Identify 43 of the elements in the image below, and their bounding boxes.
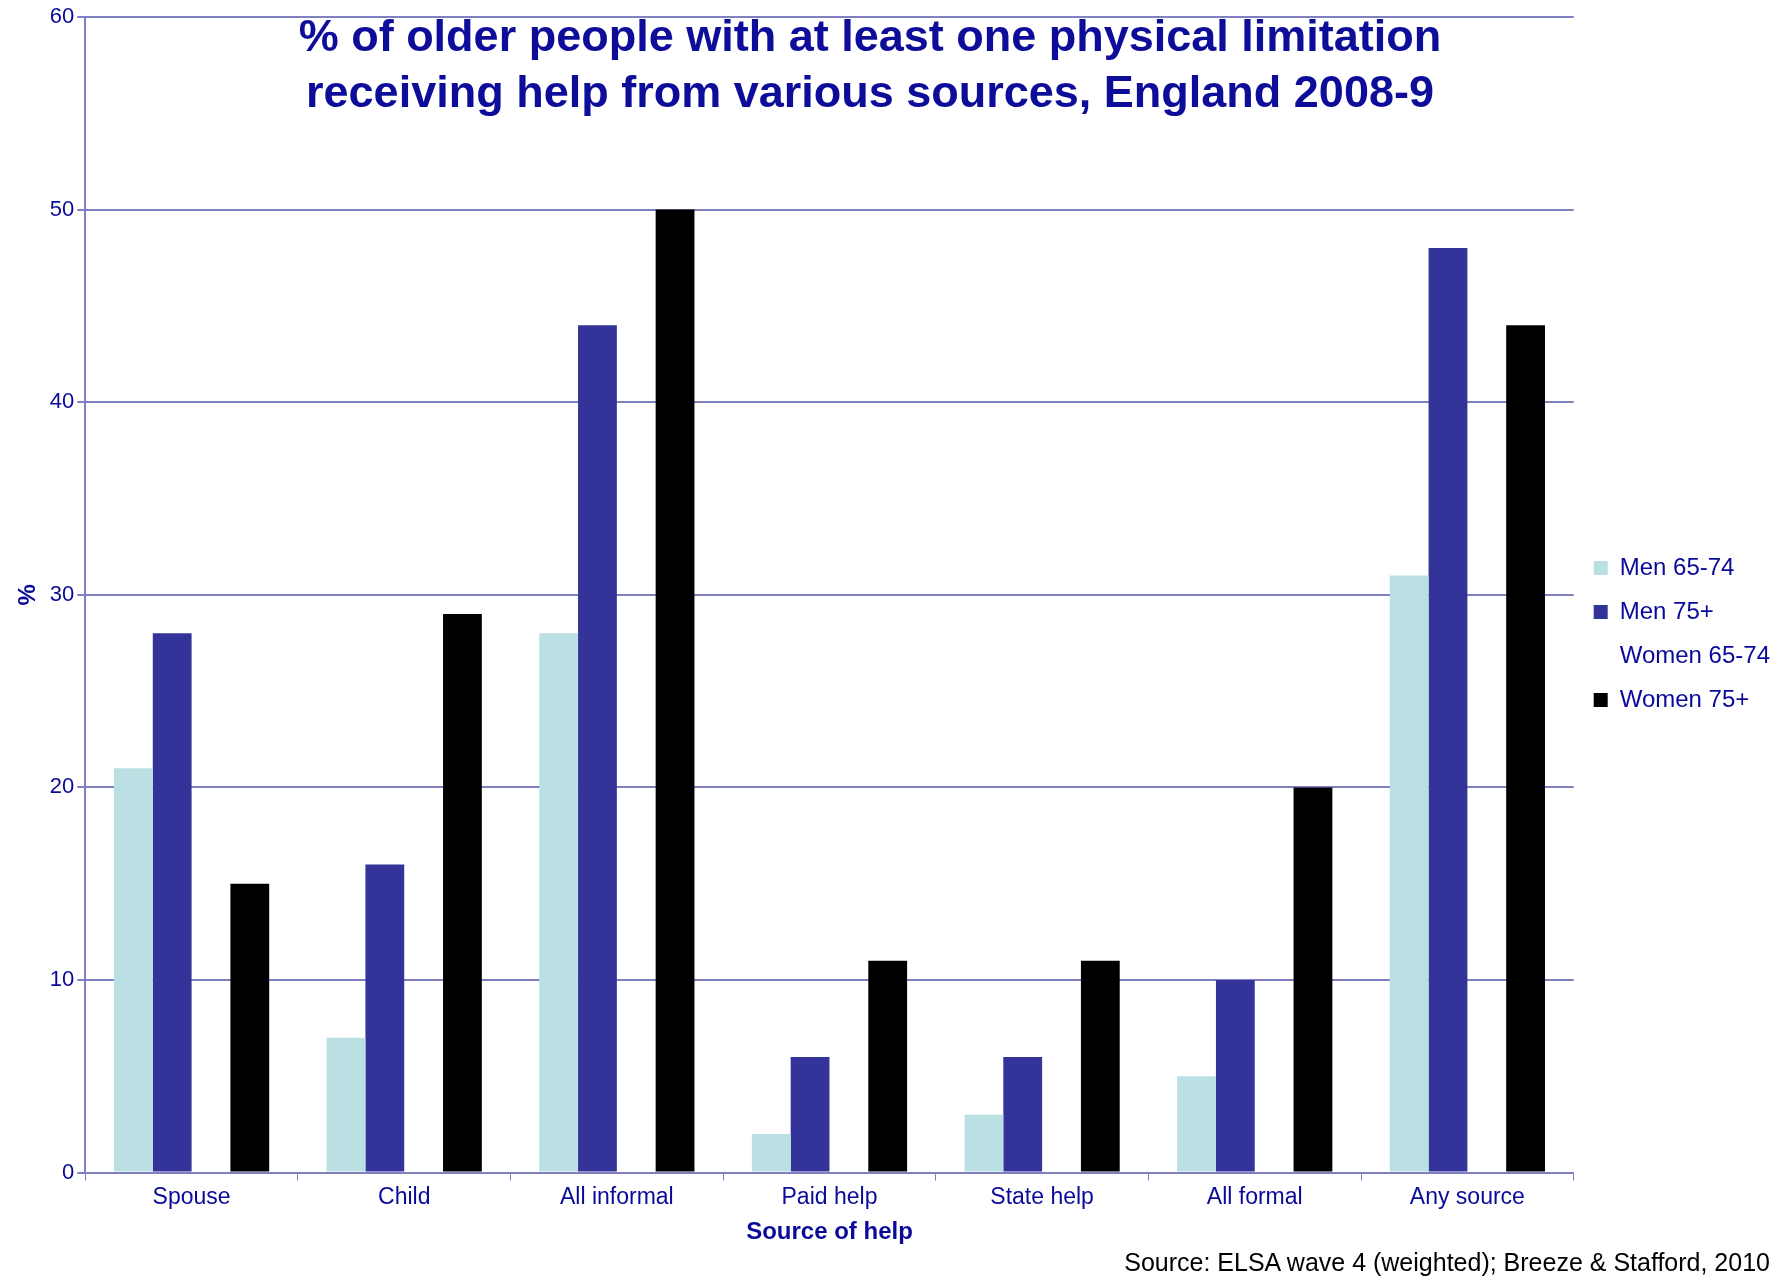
- bar: [751, 1134, 791, 1172]
- y-tick-label: 40: [49, 388, 75, 414]
- x-axis-title: Source of help: [746, 1217, 913, 1245]
- legend-label: Women 75+: [1619, 684, 1750, 712]
- bar: [578, 325, 617, 1172]
- bar: [868, 960, 908, 1172]
- bar: [113, 768, 153, 1172]
- y-tick-label: 30: [49, 580, 75, 606]
- text: Women 65-74: [1619, 640, 1771, 668]
- bar: [539, 633, 579, 1172]
- x-tick-label: State help: [990, 1182, 1094, 1209]
- bar: [443, 614, 482, 1172]
- x-tick-label: Paid help: [781, 1182, 878, 1209]
- x-tick-label: Any source: [1409, 1182, 1525, 1209]
- x-tick-label: Spouse: [152, 1182, 231, 1209]
- y-tick-label: 10: [49, 966, 75, 992]
- bar: [1215, 980, 1255, 1172]
- y-tick-label: 50: [49, 195, 75, 221]
- bar: [964, 1114, 1004, 1172]
- bar: [365, 864, 405, 1172]
- bar: [1506, 325, 1545, 1172]
- bar: [1293, 787, 1333, 1172]
- legend-label: Men 65-74: [1619, 552, 1735, 580]
- bar: [152, 633, 192, 1172]
- bar: [1428, 248, 1468, 1172]
- bar: [1389, 575, 1429, 1172]
- text: % of older people with at least one physical limitation receiving help from various sources, England 2008-9: [297, 9, 1443, 119]
- x-tick-label: All informal: [559, 1182, 674, 1209]
- bar: [1177, 1076, 1216, 1172]
- bar: [655, 209, 695, 1172]
- x-tick-label: Child: [378, 1182, 431, 1209]
- legend-label: Men 75+: [1619, 596, 1714, 624]
- bar: [1080, 960, 1120, 1172]
- source-note: Source: ELSA wave 4 (weighted); Breeze & Stafford, 2010: [1124, 1248, 1770, 1277]
- y-tick-label: 20: [49, 773, 75, 799]
- bar: [790, 1057, 830, 1172]
- y-tick-label: 0: [62, 1158, 75, 1184]
- x-tick-label: All formal: [1206, 1182, 1303, 1209]
- bar: [230, 883, 270, 1172]
- bar: [1003, 1057, 1043, 1172]
- y-tick-label: 60: [49, 3, 75, 29]
- y-axis-title: %: [13, 584, 41, 606]
- bar: [326, 1037, 366, 1172]
